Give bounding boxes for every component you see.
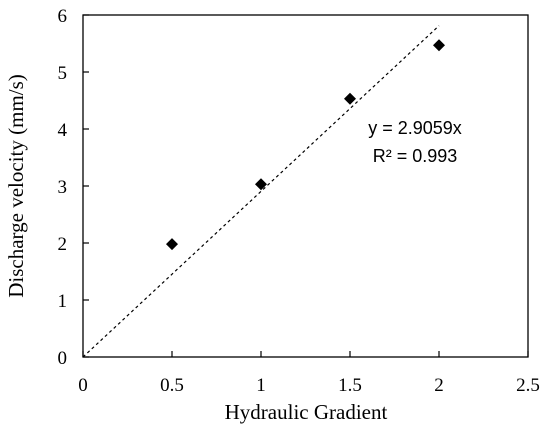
equation-label: y = 2.9059x bbox=[368, 118, 462, 138]
data-point bbox=[255, 178, 267, 191]
x-tick-label: 1.5 bbox=[338, 375, 362, 396]
data-point bbox=[344, 92, 356, 105]
y-tick-label: 4 bbox=[58, 120, 68, 141]
y-tick-label: 2 bbox=[58, 234, 68, 255]
x-tick-label: 0.5 bbox=[160, 375, 184, 396]
y-tick-label: 5 bbox=[58, 63, 68, 84]
x-axis-label: Hydraulic Gradient bbox=[225, 400, 388, 424]
tick-marks bbox=[82, 14, 529, 358]
data-point bbox=[433, 39, 445, 52]
y-tick-label: 0 bbox=[58, 348, 68, 369]
r-squared-label: R² = 0.993 bbox=[373, 146, 458, 166]
plot-area bbox=[82, 14, 529, 358]
y-tick-label: 1 bbox=[58, 291, 68, 312]
x-tick-label: 0 bbox=[78, 375, 88, 396]
x-tick-labels: 0 0.5 1 1.5 2 2.5 bbox=[78, 375, 540, 396]
x-tick-label: 1 bbox=[256, 375, 266, 396]
y-tick-labels: 0 1 2 3 4 5 6 bbox=[58, 6, 68, 369]
data-points bbox=[166, 39, 445, 251]
data-point bbox=[166, 238, 178, 251]
y-tick-label: 3 bbox=[58, 177, 68, 198]
y-axis-label: Discharge velocity (mm/s) bbox=[4, 74, 28, 298]
trendline bbox=[82, 25, 440, 358]
x-tick-label: 2 bbox=[434, 375, 444, 396]
x-tick-label: 2.5 bbox=[516, 375, 540, 396]
y-tick-label: 6 bbox=[58, 6, 68, 27]
